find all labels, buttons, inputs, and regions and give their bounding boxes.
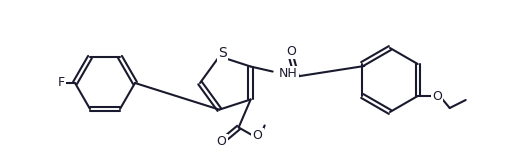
Text: F: F <box>58 77 65 89</box>
Text: O: O <box>287 45 297 58</box>
Text: O: O <box>432 89 442 102</box>
Text: O: O <box>217 135 227 148</box>
Text: O: O <box>252 129 263 142</box>
Text: S: S <box>218 46 227 60</box>
Text: NH: NH <box>278 67 297 80</box>
